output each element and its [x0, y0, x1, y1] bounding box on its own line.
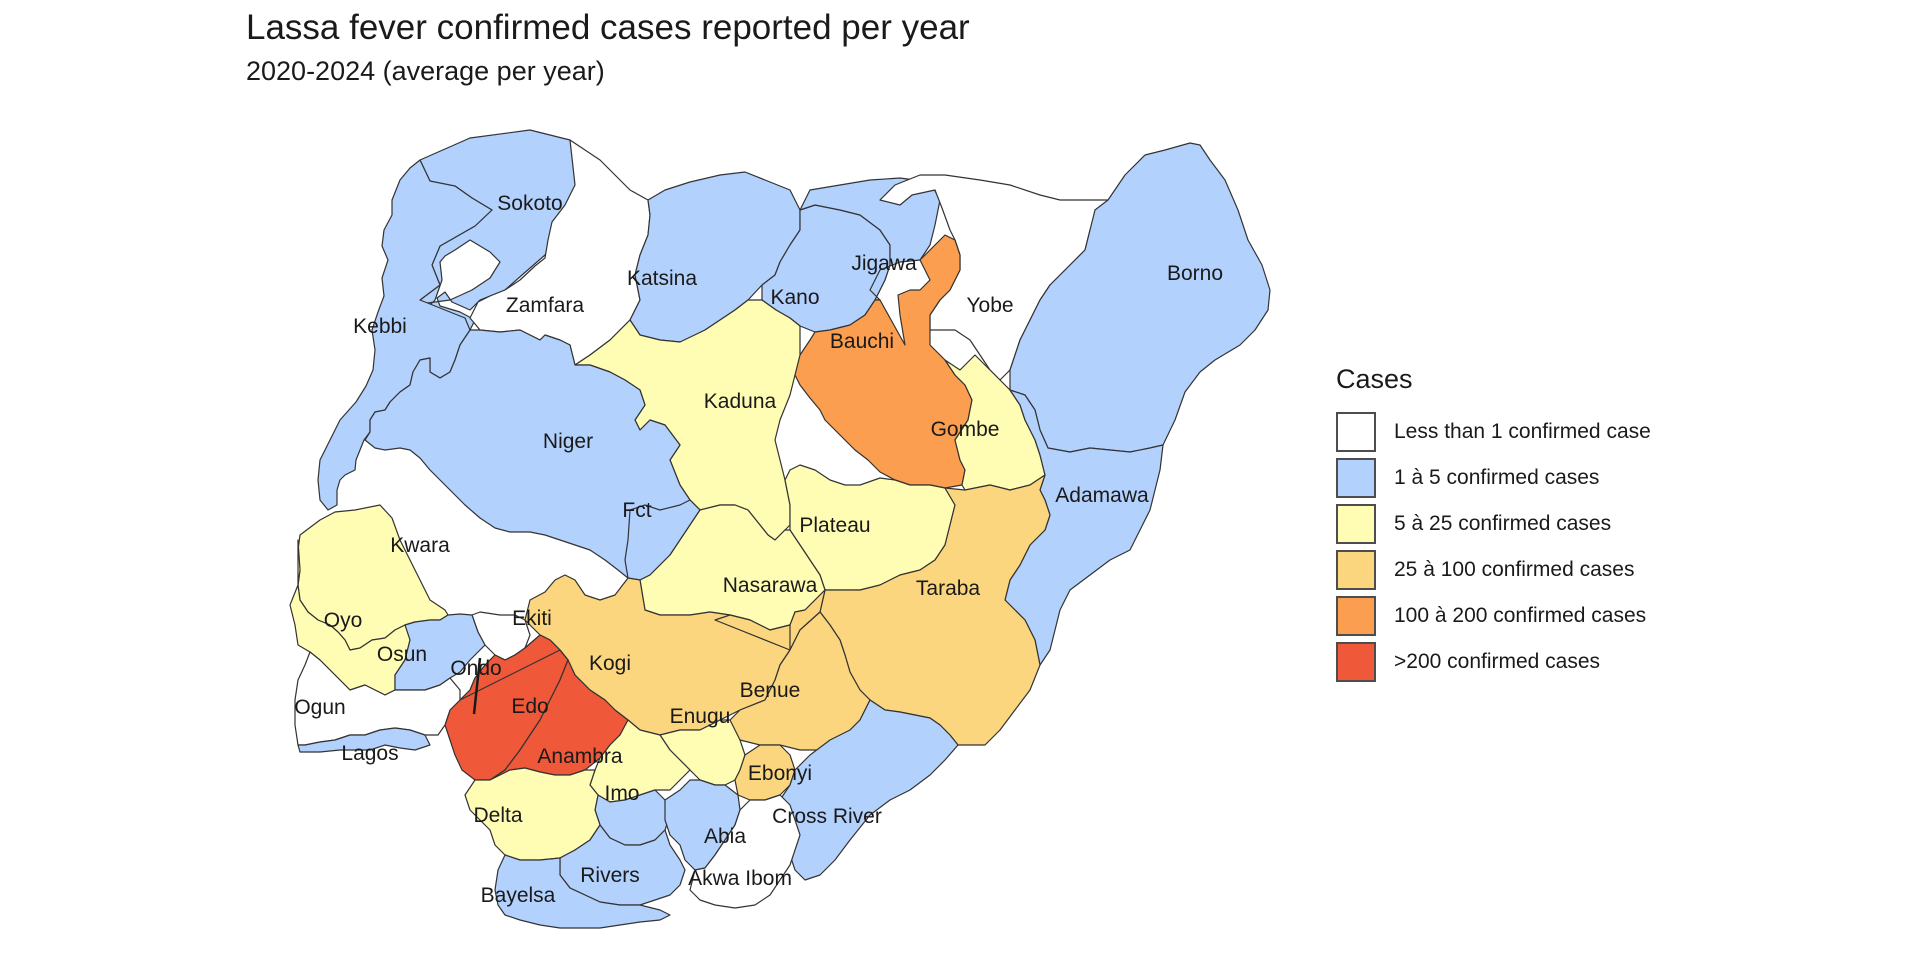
state-label-abia: Abia — [704, 825, 746, 848]
state-bayelsa — [494, 854, 671, 929]
state-label-ebonyi: Ebonyi — [748, 762, 812, 785]
state-label-kwara: Kwara — [390, 534, 450, 557]
state-delta — [464, 767, 601, 861]
legend-label: 25 à 100 confirmed cases — [1394, 558, 1635, 581]
state-akwa-ibom — [689, 794, 801, 909]
state-label-osun: Osun — [377, 643, 427, 666]
state-label-bayelsa: Bayelsa — [481, 884, 556, 907]
state-borno — [1009, 142, 1271, 453]
legend: Cases Less than 1 confirmed case 1 à 5 co… — [1336, 364, 1651, 685]
state-label-akwa-ibom: Akwa Ibom — [688, 867, 792, 890]
legend-item: 5 à 25 confirmed cases — [1336, 501, 1651, 547]
state-label-fct: Fct — [622, 499, 651, 522]
state-label-sokoto: Sokoto — [497, 192, 562, 215]
state-label-adamawa: Adamawa — [1055, 484, 1149, 507]
legend-swatch — [1336, 642, 1376, 682]
legend-title: Cases — [1336, 364, 1413, 394]
legend-label: 100 à 200 confirmed cases — [1394, 604, 1647, 627]
map-title: Lassa fever confirmed cases reported per… — [246, 8, 970, 47]
state-label-plateau: Plateau — [799, 514, 870, 537]
state-label-kano: Kano — [770, 286, 819, 309]
state-label-katsina: Katsina — [627, 267, 697, 290]
state-niger — [364, 329, 701, 581]
state-osun — [394, 613, 486, 691]
legend-item: 1 à 5 confirmed cases — [1336, 455, 1651, 501]
state-lagos — [297, 727, 431, 753]
legend-swatch — [1336, 596, 1376, 636]
state-label-taraba: Taraba — [916, 577, 981, 600]
legend-label: 5 à 25 confirmed cases — [1394, 512, 1612, 535]
map-subtitle: 2020-2024 (average per year) — [246, 56, 605, 86]
state-label-kogi: Kogi — [589, 652, 631, 675]
state-kebbi — [317, 159, 493, 511]
state-label-zamfara: Zamfara — [506, 294, 585, 317]
state-label-niger: Niger — [543, 430, 593, 453]
legend-swatch — [1336, 504, 1376, 544]
legend-label: Less than 1 confirmed case — [1394, 420, 1651, 443]
state-label-rivers: Rivers — [580, 864, 640, 887]
state-label-enugu: Enugu — [670, 705, 731, 728]
ondo-leader-line — [472, 657, 482, 715]
legend-label: >200 confirmed cases — [1394, 650, 1601, 673]
legend-swatch — [1336, 458, 1376, 498]
state-label-cross-river: Cross River — [772, 805, 882, 828]
legend-item: Less than 1 confirmed case — [1336, 409, 1651, 455]
state-label-anambra: Anambra — [537, 745, 623, 768]
legend-label: 1 à 5 confirmed cases — [1394, 466, 1600, 489]
legend-item: 25 à 100 confirmed cases — [1336, 547, 1651, 593]
state-label-edo: Edo — [511, 695, 548, 718]
state-label-gombe: Gombe — [931, 418, 1000, 441]
state-label-yobe: Yobe — [966, 294, 1013, 317]
state-label-kaduna: Kaduna — [704, 390, 777, 413]
state-label-ondo: Ondo — [450, 657, 501, 680]
legend-swatch — [1336, 412, 1376, 452]
state-label-nasarawa: Nasarawa — [723, 574, 818, 597]
state-label-benue: Benue — [740, 679, 801, 702]
state-label-borno: Borno — [1167, 262, 1223, 285]
legend-item: 100 à 200 confirmed cases — [1336, 593, 1651, 639]
state-label-ogun: Ogun — [294, 696, 345, 719]
legend-swatch — [1336, 550, 1376, 590]
state-label-delta: Delta — [473, 804, 522, 827]
state-benue — [714, 611, 871, 751]
legend-item: >200 confirmed cases — [1336, 639, 1651, 685]
state-label-ekiti: Ekiti — [512, 607, 552, 630]
state-label-jigawa: Jigawa — [851, 252, 917, 275]
state-label-oyo: Oyo — [324, 609, 363, 632]
state-label-bauchi: Bauchi — [830, 330, 894, 353]
state-label-lagos: Lagos — [341, 742, 398, 765]
state-label-imo: Imo — [604, 782, 639, 805]
state-jigawa — [799, 177, 941, 301]
state-label-kebbi: Kebbi — [353, 315, 407, 338]
state-bauchi — [789, 234, 973, 489]
